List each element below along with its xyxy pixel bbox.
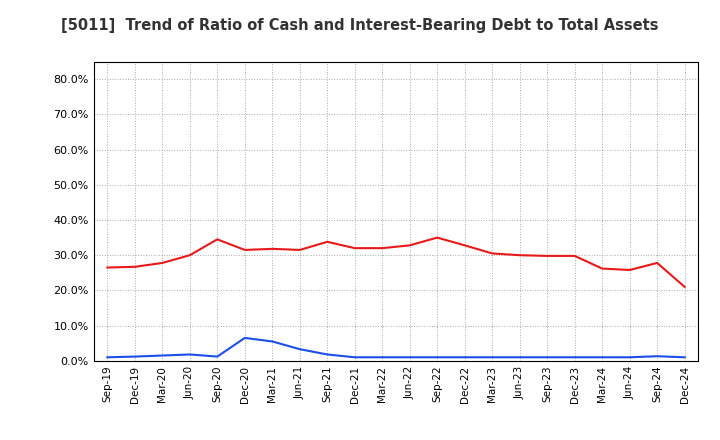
Interest-Bearing Debt	[516, 355, 524, 360]
Interest-Bearing Debt	[378, 355, 387, 360]
Text: [5011]  Trend of Ratio of Cash and Interest-Bearing Debt to Total Assets: [5011] Trend of Ratio of Cash and Intere…	[61, 18, 659, 33]
Cash	[378, 246, 387, 251]
Cash	[323, 239, 332, 245]
Line: Cash: Cash	[107, 238, 685, 287]
Interest-Bearing Debt	[186, 352, 194, 357]
Cash	[680, 284, 689, 290]
Interest-Bearing Debt	[323, 352, 332, 357]
Interest-Bearing Debt	[680, 355, 689, 360]
Cash	[351, 246, 359, 251]
Cash	[516, 253, 524, 258]
Cash	[130, 264, 139, 269]
Interest-Bearing Debt	[653, 354, 662, 359]
Cash	[626, 268, 634, 273]
Interest-Bearing Debt	[295, 347, 304, 352]
Cash	[240, 247, 249, 253]
Cash	[158, 260, 166, 266]
Interest-Bearing Debt	[240, 335, 249, 341]
Line: Interest-Bearing Debt: Interest-Bearing Debt	[107, 338, 685, 357]
Interest-Bearing Debt	[351, 355, 359, 360]
Cash	[488, 251, 497, 256]
Cash	[543, 253, 552, 259]
Interest-Bearing Debt	[626, 355, 634, 360]
Interest-Bearing Debt	[488, 355, 497, 360]
Interest-Bearing Debt	[103, 355, 112, 360]
Interest-Bearing Debt	[130, 354, 139, 359]
Interest-Bearing Debt	[543, 355, 552, 360]
Cash	[186, 253, 194, 258]
Cash	[433, 235, 441, 240]
Cash	[295, 247, 304, 253]
Cash	[598, 266, 606, 271]
Interest-Bearing Debt	[460, 355, 469, 360]
Cash	[268, 246, 276, 252]
Interest-Bearing Debt	[158, 353, 166, 358]
Cash	[213, 237, 222, 242]
Cash	[570, 253, 579, 259]
Cash	[653, 260, 662, 266]
Interest-Bearing Debt	[268, 339, 276, 344]
Interest-Bearing Debt	[405, 355, 414, 360]
Interest-Bearing Debt	[213, 354, 222, 359]
Cash	[405, 243, 414, 248]
Interest-Bearing Debt	[570, 355, 579, 360]
Cash	[103, 265, 112, 270]
Cash	[460, 243, 469, 248]
Interest-Bearing Debt	[598, 355, 606, 360]
Interest-Bearing Debt	[433, 355, 441, 360]
